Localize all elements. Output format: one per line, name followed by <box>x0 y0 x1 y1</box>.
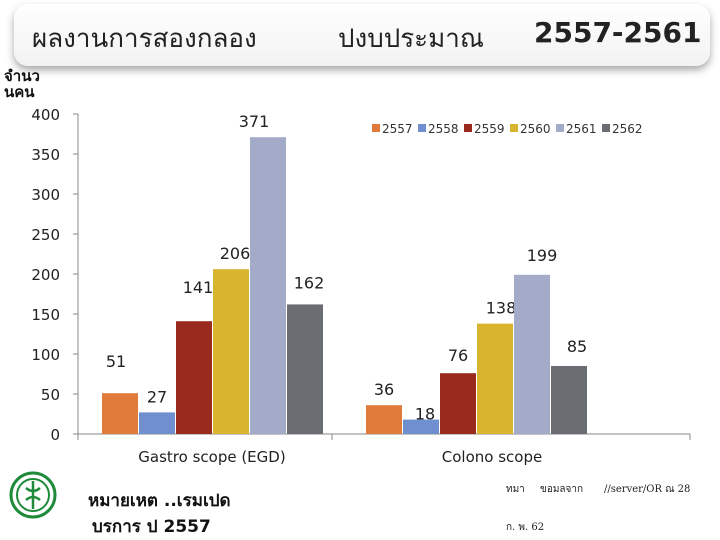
bar-2557-1 <box>366 405 402 434</box>
data-label: 141 <box>183 278 214 297</box>
bar-2561-1 <box>514 274 550 434</box>
y-tick-label: 150 <box>31 306 60 324</box>
bar-2560-0 <box>213 269 249 434</box>
legend-swatch <box>556 124 564 132</box>
source-date: ก. พ. 62 <box>506 522 545 533</box>
bar-2558-1 <box>403 419 439 434</box>
data-label: 51 <box>106 352 126 371</box>
legend-label: 2561 <box>566 122 597 136</box>
data-label: 138 <box>486 299 517 318</box>
legend-swatch <box>372 124 380 132</box>
bar-2559-0 <box>176 321 212 434</box>
y-tick-label: 300 <box>31 186 60 204</box>
legend-label: 2562 <box>612 122 643 136</box>
footer-note: หมายเหต ..เรมเปด บรการ ป 2557 <box>88 488 231 540</box>
source-label: ทมา <box>506 484 525 495</box>
data-label: 162 <box>294 273 325 292</box>
bar-2559-1 <box>440 373 476 434</box>
legend-label: 2557 <box>382 122 413 136</box>
y-axis-label: จำนวนคน <box>4 67 40 101</box>
y-tick-label: 400 <box>31 106 60 124</box>
data-label: 36 <box>374 380 394 399</box>
y-tick-label: 200 <box>31 266 60 284</box>
y-tick-label: 0 <box>50 426 60 444</box>
source-path: //server/OR ณ 28 <box>604 484 691 495</box>
x-category-label: Colono scope <box>442 448 542 466</box>
y-tick-label: 350 <box>31 146 60 164</box>
bar-2562-1 <box>551 366 587 434</box>
legend-label: 2560 <box>520 122 551 136</box>
bar-2558-0 <box>139 412 175 434</box>
y-tick-label: 250 <box>31 226 60 244</box>
x-category-label: Gastro scope (EGD) <box>138 448 285 466</box>
y-tick-label: 100 <box>31 346 60 364</box>
title-bar <box>14 4 710 66</box>
footer-note-line2: บรการ ป 2557 <box>92 517 211 537</box>
page-title: ผลงานการสองกลอง <box>32 24 257 54</box>
page-title-fiscal-year: ปงบประมาณ <box>338 24 484 54</box>
data-label: 199 <box>527 246 558 265</box>
data-label: 18 <box>415 405 435 424</box>
data-label: 371 <box>239 112 270 131</box>
data-label: 76 <box>448 346 468 365</box>
legend-label: 2558 <box>428 122 459 136</box>
page-title-year-range: 2557-2561 <box>534 16 702 49</box>
legend-swatch <box>602 124 610 132</box>
bar-2561-0 <box>250 137 286 434</box>
legend-swatch <box>510 124 518 132</box>
y-tick-label: 50 <box>41 386 60 404</box>
data-label: 206 <box>220 244 251 263</box>
legend-label: 2559 <box>474 122 505 136</box>
bar-2557-0 <box>102 393 138 434</box>
data-label: 85 <box>567 337 587 356</box>
ministry-logo <box>8 470 58 520</box>
legend-swatch <box>464 124 472 132</box>
source-from: ขอมลจาก <box>540 484 584 495</box>
bar-2562-0 <box>287 304 323 434</box>
footer-note-line1: หมายเหต ..เรมเปด <box>88 491 231 511</box>
bar-2560-1 <box>477 323 513 434</box>
legend-swatch <box>418 124 426 132</box>
data-label: 27 <box>147 387 167 406</box>
